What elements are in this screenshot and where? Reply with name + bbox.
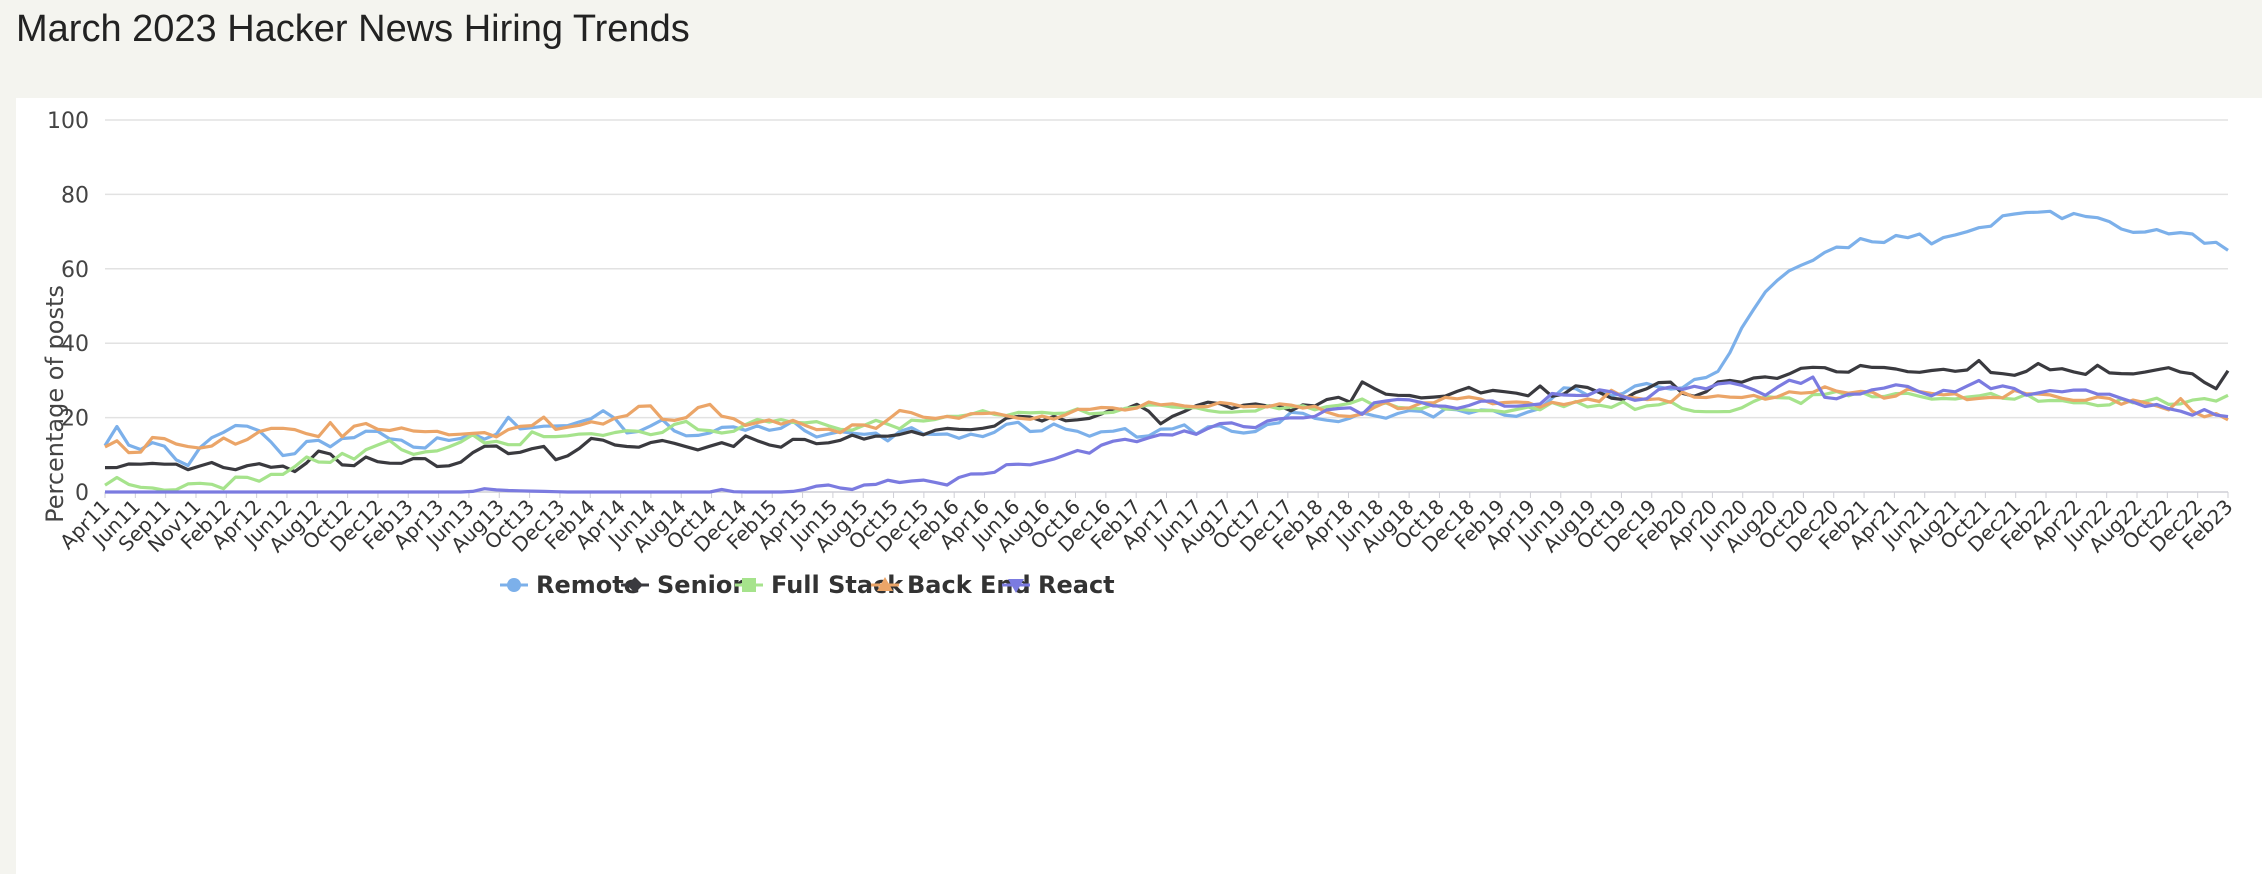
series-lines [103, 209, 2230, 494]
legend-item-react[interactable]: React [1002, 571, 1115, 599]
y-tick-label: 20 [61, 407, 89, 432]
series-line-back-end [104, 385, 2229, 455]
y-tick-label: 60 [61, 258, 89, 283]
series-line-react [105, 375, 2229, 494]
diamond-marker-icon [627, 577, 643, 593]
y-tick-label: 80 [61, 183, 89, 208]
triangle-down-marker-icon [1008, 579, 1024, 593]
page-title: March 2023 Hacker News Hiring Trends [16, 8, 690, 50]
y-tick-label: 100 [47, 109, 89, 134]
legend-item-senior[interactable]: Senior [621, 571, 744, 599]
triangle-up-marker-icon [877, 577, 893, 591]
y-tick-label: 0 [75, 481, 89, 506]
legend-item-remote[interactable]: Remote [500, 571, 640, 599]
square-marker-icon [742, 578, 756, 592]
circle-marker-icon [507, 578, 521, 592]
chart-card: 0 20 40 60 80 100 Apr11 Jun11 Sep11 Nov11 Feb12 Ap… [16, 98, 2262, 874]
y-axis-label: Percentage of posts [41, 285, 69, 523]
legend-label: React [1038, 571, 1115, 599]
series-line-full-stack [104, 389, 2229, 492]
y-axis-ticks: 0 20 40 60 80 100 [47, 109, 89, 506]
legend[interactable]: Remote Senior Full Stack Back End React [500, 571, 1115, 599]
y-tick-label: 40 [61, 332, 89, 357]
line-chart: 0 20 40 60 80 100 Apr11Jun11Sep11Nov11Feb12Ap… [41, 109, 2238, 599]
series-line-senior [104, 358, 2230, 474]
legend-label: Senior [657, 571, 744, 599]
series-line-remote [103, 209, 2229, 468]
grid-lines [105, 119, 2228, 493]
x-axis-ticks: Apr11Jun11Sep11Nov11Feb12Apr12Jun12Aug12… [55, 492, 2238, 557]
